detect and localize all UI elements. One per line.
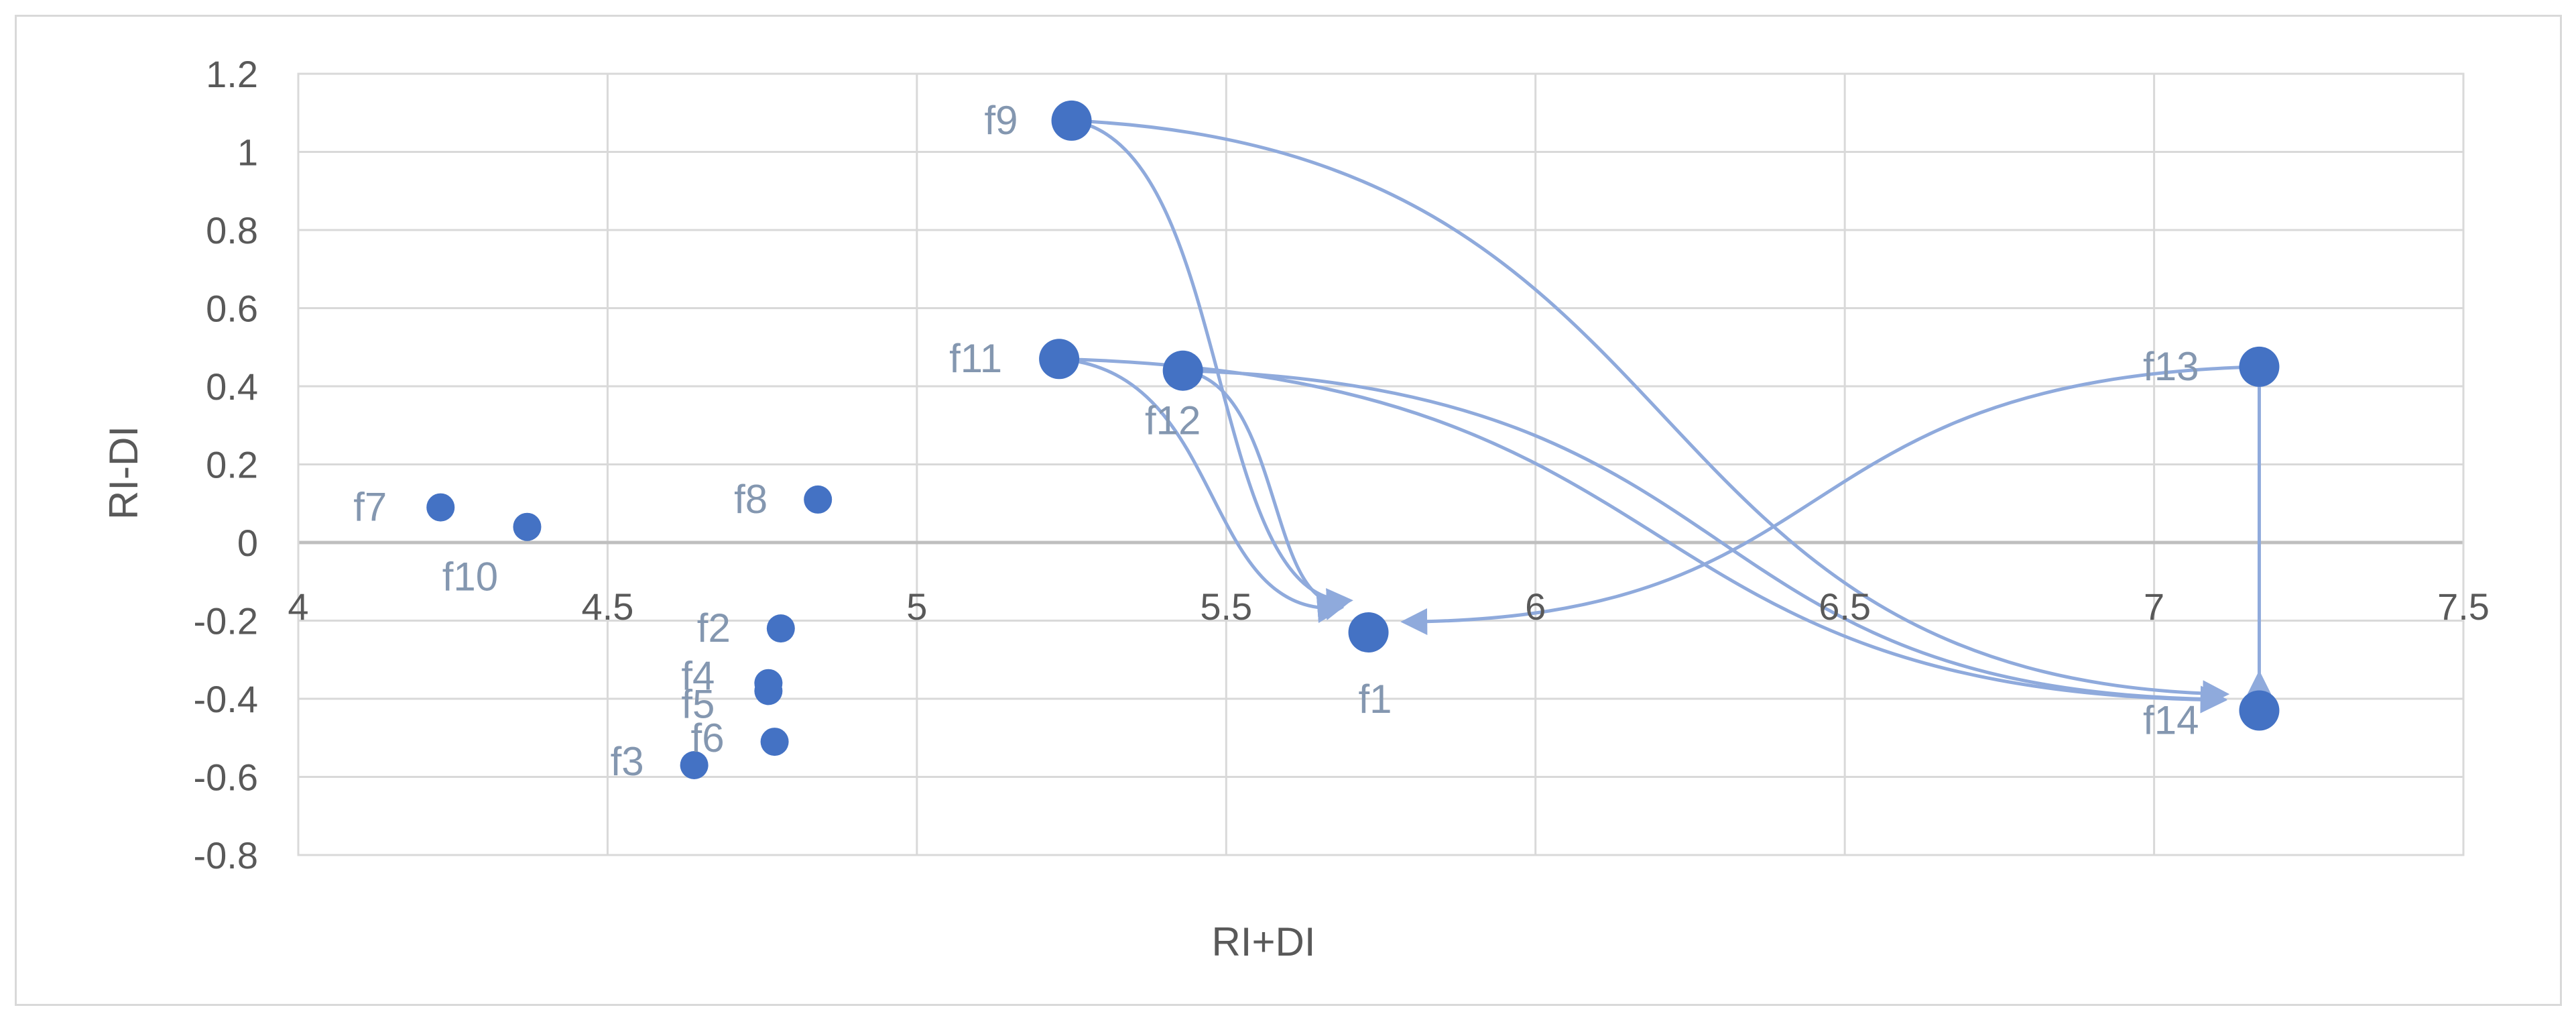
point-f10 (513, 512, 542, 541)
arrow-layer (1058, 119, 2273, 714)
x-axis-title: RI+DI (1211, 919, 1315, 964)
arrow-f11-to-f1 (1058, 357, 1345, 624)
point-label-f11: f11 (949, 336, 1002, 381)
tick-layer: 4 4.5 5 5.5 6 6.5 7 7.5 -0.8 -0.6 -0.4 -0.2 0 0.2 0.4 0… (194, 53, 2490, 876)
point-f9 (1051, 100, 1092, 141)
point-label-f6: f6 (691, 716, 725, 760)
y-tick-label-3: -0.2 (194, 600, 259, 642)
plot-area-border (297, 72, 2465, 856)
arrow-f9-to-f14 (1071, 119, 2230, 707)
x-tick-label-7: 7.5 (2437, 585, 2490, 628)
point-f6 (760, 728, 789, 756)
point-f14 (2239, 690, 2280, 731)
point-f5 (754, 677, 783, 705)
point-label-f4: f4 (681, 654, 715, 699)
point-f7 (426, 493, 455, 522)
point-label-f10: f10 (442, 555, 498, 600)
x-tick-label-6: 7 (2144, 585, 2164, 628)
arrow-f12-to-f1 (1182, 369, 1351, 620)
x-tick-label-3: 5.5 (1200, 585, 1252, 628)
x-tick-label-5: 6.5 (1819, 585, 1871, 628)
point-f13 (2239, 346, 2280, 387)
point-label-f8: f8 (734, 477, 768, 522)
point-f1 (1348, 612, 1389, 652)
point-label-f3: f3 (611, 739, 644, 784)
point-layer (426, 100, 2280, 780)
point-f8 (804, 485, 833, 514)
x-tick-label-0: 4 (288, 585, 308, 628)
point-label-f12: f12 (1145, 398, 1201, 443)
point-label-f1: f1 (1359, 677, 1392, 722)
point-label-f5: f5 (681, 681, 715, 726)
point-label-f7: f7 (353, 485, 387, 530)
x-tick-label-4: 6 (1525, 585, 1546, 628)
y-tick-label-5: 0.2 (206, 444, 258, 486)
arrow-f12-to-f14 (1182, 369, 2228, 713)
arrow-f13-to-f1 (1400, 365, 2260, 636)
point-label-f9: f9 (985, 98, 1018, 143)
x-tick-label-1: 4.5 (581, 585, 633, 628)
y-tick-label-7: 0.6 (206, 288, 258, 330)
y-axis-title: RI-DI (101, 426, 146, 520)
y-tick-label-9: 1 (237, 131, 258, 174)
y-tick-label-0: -0.8 (194, 834, 259, 876)
y-tick-label-10: 1.2 (206, 53, 258, 95)
y-tick-label-8: 0.8 (206, 209, 258, 251)
point-f12 (1162, 350, 1203, 391)
point-label-f14: f14 (2143, 697, 2199, 742)
point-f2 (766, 614, 795, 643)
arrow-f11-to-f14 (1059, 357, 2227, 714)
y-tick-label-1: -0.6 (194, 756, 259, 799)
point-f3 (680, 751, 709, 780)
point-label-f2: f2 (697, 606, 731, 650)
x-tick-label-2: 5 (906, 585, 927, 628)
y-tick-label-6: 0.4 (206, 365, 258, 408)
grid-layer (297, 72, 2465, 856)
point-label-f13: f13 (2143, 344, 2199, 389)
y-tick-label-2: -0.4 (194, 678, 259, 720)
y-tick-label-4: 0 (237, 522, 258, 564)
point-f11 (1039, 339, 1080, 380)
